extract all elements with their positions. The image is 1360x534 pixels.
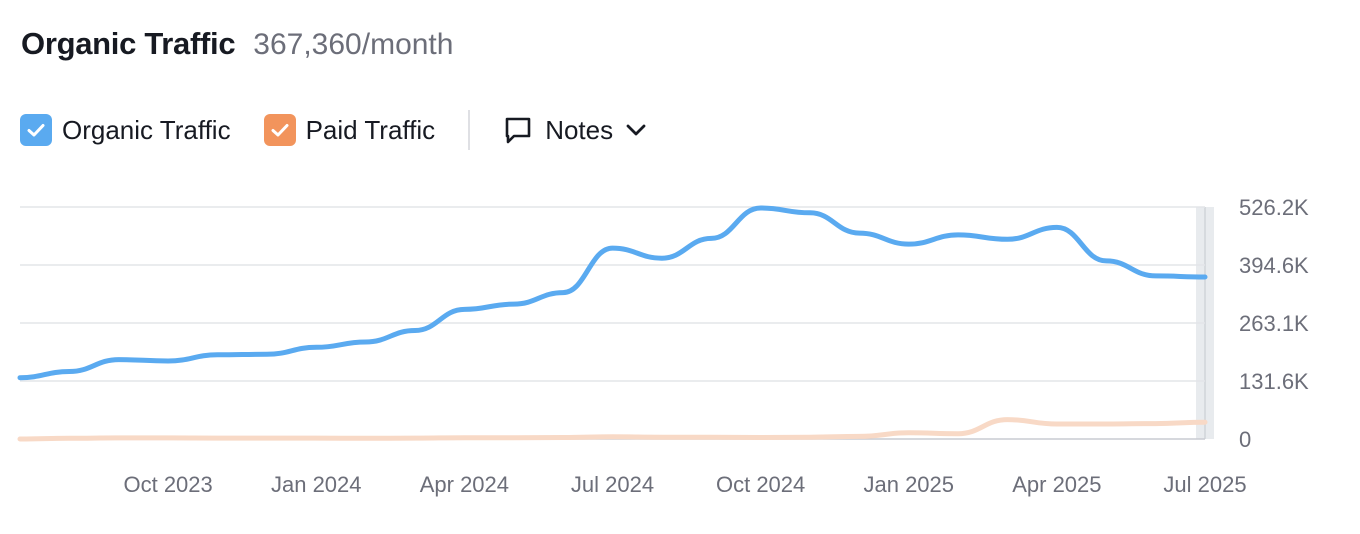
chevron-down-icon (626, 124, 646, 136)
check-icon (27, 124, 45, 137)
legend-label-organic-traffic: Organic Traffic (62, 114, 231, 145)
x-tick-label: Oct 2023 (123, 472, 212, 497)
x-tick-label: Jan 2025 (863, 472, 954, 497)
y-tick-label: 0 (1239, 427, 1251, 452)
x-tick-label: Apr 2025 (1012, 472, 1101, 497)
x-tick-label: Oct 2024 (716, 472, 805, 497)
x-tick-label: Apr 2024 (420, 472, 509, 497)
x-tick-label: Jul 2024 (571, 472, 654, 497)
series-line-paid-traffic (17, 417, 1208, 442)
y-tick-label: 526.2K (1239, 195, 1309, 220)
check-icon (271, 124, 289, 137)
legend-label-paid-traffic: Paid Traffic (305, 114, 436, 145)
y-tick-label: 131.6K (1239, 369, 1309, 394)
x-tick-label: Jul 2025 (1163, 472, 1246, 497)
comment-icon (505, 117, 531, 144)
notes-label: Notes (545, 114, 614, 145)
y-tick-label: 263.1K (1239, 311, 1309, 336)
y-tick-label: 394.6K (1239, 253, 1309, 278)
page-title: Organic Traffic (21, 26, 236, 61)
legend-divider (468, 110, 471, 150)
legend-item-organic-traffic[interactable]: Organic Traffic (20, 114, 231, 146)
chart-header: Organic Traffic 367,360/month (21, 26, 453, 62)
chart-legend: Organic Traffic Paid Traffic Notes (20, 110, 647, 150)
legend-item-paid-traffic[interactable]: Paid Traffic (263, 114, 436, 146)
traffic-value: 367,360/month (253, 28, 454, 61)
notes-dropdown[interactable]: Notes (503, 115, 647, 146)
organic-traffic-checkbox[interactable] (20, 114, 52, 146)
traffic-line-chart: 0 131.6K 263.1K 394.6K 526.2K Oct 2023 Jan 202… (17, 195, 1309, 497)
paid-traffic-checkbox[interactable] (263, 114, 296, 146)
x-tick-label: Jan 2024 (271, 472, 362, 497)
series-line-organic-traffic (17, 205, 1208, 381)
